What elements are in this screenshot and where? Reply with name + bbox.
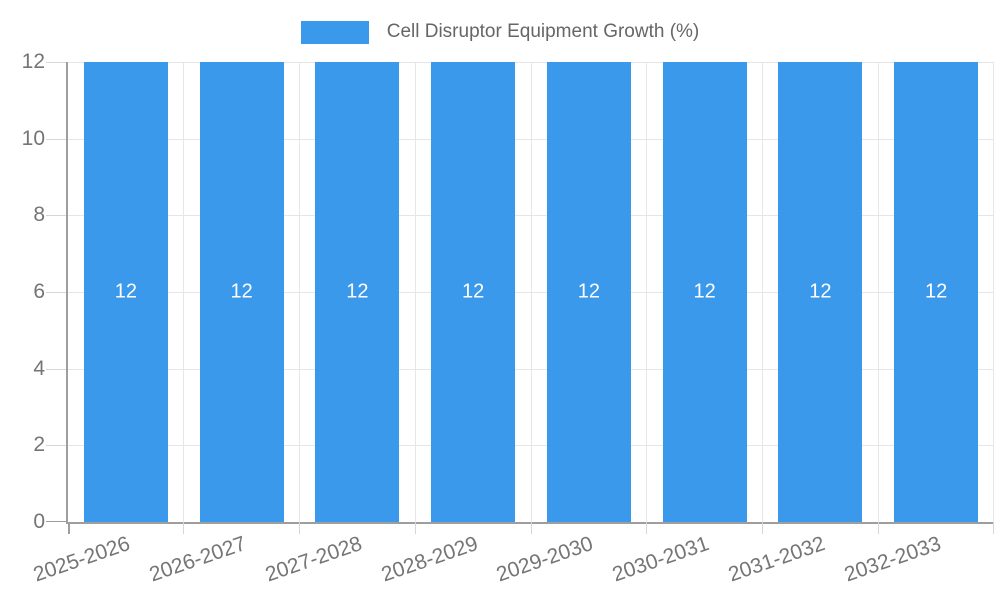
x-tick-label: 2029-2030 — [493, 532, 597, 587]
bar[interactable]: 12 — [83, 62, 168, 522]
y-axis-tick — [46, 521, 66, 522]
legend-swatch — [300, 20, 369, 44]
legend-label: Cell Disruptor Equipment Growth (%) — [386, 21, 700, 42]
bar[interactable]: 12 — [315, 62, 400, 522]
x-tick-label: 2028-2029 — [378, 532, 481, 587]
y-axis-tick — [46, 138, 66, 140]
x-tick-label: 2027-2028 — [262, 532, 365, 587]
x-gridline — [993, 62, 994, 522]
x-tick-label: 2026-2027 — [146, 532, 250, 587]
x-axis-tick — [993, 522, 994, 534]
x-tick-label: 2031-2032 — [725, 532, 828, 587]
y-axis-tick — [46, 445, 66, 447]
y-tick-label: 6 — [33, 280, 45, 303]
y-tick-label: 2 — [33, 433, 45, 457]
bar-value-label: 12 — [577, 280, 600, 303]
x-axis-tick — [414, 522, 416, 534]
y-axis-tick — [46, 292, 66, 293]
bar[interactable]: 12 — [662, 62, 747, 522]
x-axis-tick — [183, 522, 185, 534]
y-tick-label: 0 — [33, 510, 45, 533]
bar-value-label: 12 — [230, 280, 253, 303]
bar[interactable]: 12 — [778, 62, 863, 522]
x-gridline — [299, 62, 300, 522]
bar-value-label: 12 — [462, 280, 485, 303]
x-gridline — [183, 62, 185, 522]
x-gridline — [762, 62, 763, 522]
y-tick-label: 8 — [33, 203, 45, 227]
x-axis-tick — [68, 522, 70, 534]
y-axis-tick — [46, 368, 66, 370]
legend[interactable]: Cell Disruptor Equipment Growth (%) — [0, 18, 1000, 46]
bar[interactable]: 12 — [431, 62, 516, 522]
x-axis-tick — [299, 522, 300, 534]
y-tick-label: 4 — [33, 356, 45, 380]
bar-value-label: 12 — [114, 280, 137, 303]
y-axis-tick — [46, 62, 66, 63]
x-gridline — [877, 62, 879, 522]
y-axis-tick — [46, 215, 66, 217]
x-gridline — [530, 62, 532, 522]
bar-value-label: 12 — [809, 280, 832, 303]
bar-value-label: 12 — [925, 280, 948, 303]
x-gridline — [646, 62, 648, 522]
x-axis-tick — [646, 522, 648, 534]
plot-area: 0 2 4 6 8 10 12 12 2025-2026 12 2026-2027 12 2027-20… — [22, 50, 994, 586]
bar[interactable]: 12 — [546, 62, 631, 522]
bar-value-label: 12 — [346, 280, 369, 303]
x-tick-label: 2025-2026 — [30, 532, 134, 587]
x-tick-label: 2032-2033 — [841, 532, 944, 587]
y-tick-label: 10 — [21, 126, 45, 150]
x-axis-tick — [762, 522, 763, 534]
x-gridline — [414, 62, 416, 522]
bar[interactable]: 12 — [199, 62, 284, 522]
x-axis-tick — [530, 522, 532, 534]
bar-value-label: 12 — [693, 280, 716, 303]
y-tick-label: 12 — [21, 50, 45, 73]
x-tick-label: 2030-2031 — [609, 532, 713, 587]
bar[interactable]: 12 — [894, 62, 979, 522]
x-axis-tick — [877, 522, 879, 534]
